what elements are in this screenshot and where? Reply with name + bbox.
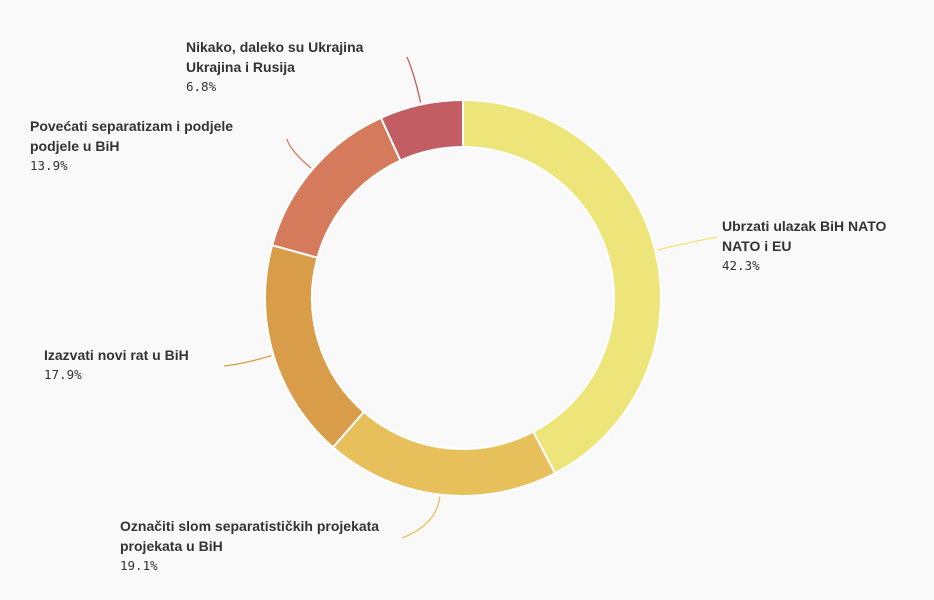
donut-slice-3[interactable]	[270, 116, 402, 259]
connector-line-1	[401, 496, 441, 539]
slice-label-name: Označiti slom separatističkih projekata …	[120, 518, 380, 554]
connector-line-3	[286, 138, 312, 169]
slice-label-value: 13.9%	[30, 158, 68, 173]
connector-lines	[223, 56, 718, 539]
donut-slices	[264, 98, 662, 497]
connector-line-2	[223, 354, 272, 367]
slice-label-value: 6.8%	[186, 79, 217, 94]
slice-label-1: Označiti slom separatističkih projekata …	[120, 516, 379, 576]
slice-label-value: 17.9%	[44, 367, 82, 382]
slice-label-name: Povećati separatizam i podjele podjele u…	[30, 118, 234, 154]
slice-label-name: Izazvati novi rat u BiH	[44, 347, 189, 363]
connector-line-0	[657, 236, 718, 251]
slice-label-name: Ubrzati ulazak BiH NATO NATO i EU	[722, 218, 887, 254]
slice-label-value: 19.1%	[120, 558, 158, 573]
donut-slice-0[interactable]	[462, 98, 662, 475]
slice-label-2: Izazvati novi rat u BiH 17.9%	[44, 345, 189, 385]
slice-label-name: Nikako, daleko su Ukrajina Ukrajina i Ru…	[186, 39, 364, 75]
slice-label-0: Ubrzati ulazak BiH NATO NATO i EU 42.3%	[722, 216, 886, 276]
donut-slice-4[interactable]	[379, 98, 464, 162]
slice-label-3: Povećati separatizam i podjele podjele u…	[30, 116, 233, 176]
donut-slice-2[interactable]	[264, 243, 366, 449]
slice-label-value: 42.3%	[722, 258, 760, 273]
slice-label-4: Nikako, daleko su Ukrajina Ukrajina i Ru…	[186, 37, 363, 97]
donut-slice-1[interactable]	[331, 410, 557, 497]
connector-line-4	[406, 56, 422, 103]
